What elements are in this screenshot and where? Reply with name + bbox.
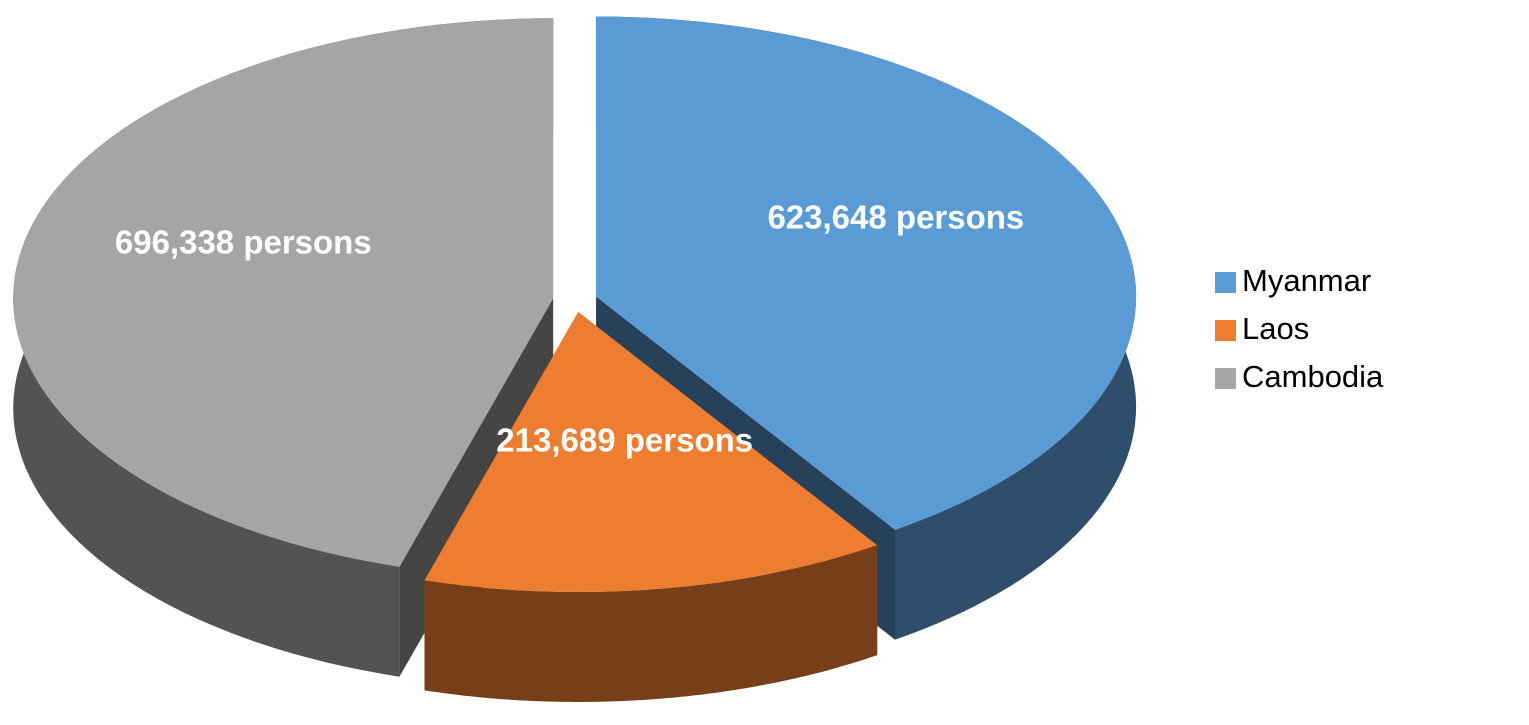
legend-label: Laos xyxy=(1242,311,1309,346)
data-label: 623,648 persons xyxy=(767,198,1024,235)
slice xyxy=(13,18,554,567)
legend-swatch xyxy=(1215,320,1236,341)
slice xyxy=(596,16,1137,530)
legend-swatch xyxy=(1215,272,1236,293)
data-label: 213,689 persons xyxy=(496,421,753,458)
slice-outer-wall xyxy=(424,545,878,702)
slice xyxy=(424,312,878,592)
data-label: 696,338 persons xyxy=(115,224,372,261)
legend-label: Cambodia xyxy=(1242,359,1384,394)
legend-label: Myanmar xyxy=(1242,263,1371,298)
legend-swatch xyxy=(1215,368,1236,389)
